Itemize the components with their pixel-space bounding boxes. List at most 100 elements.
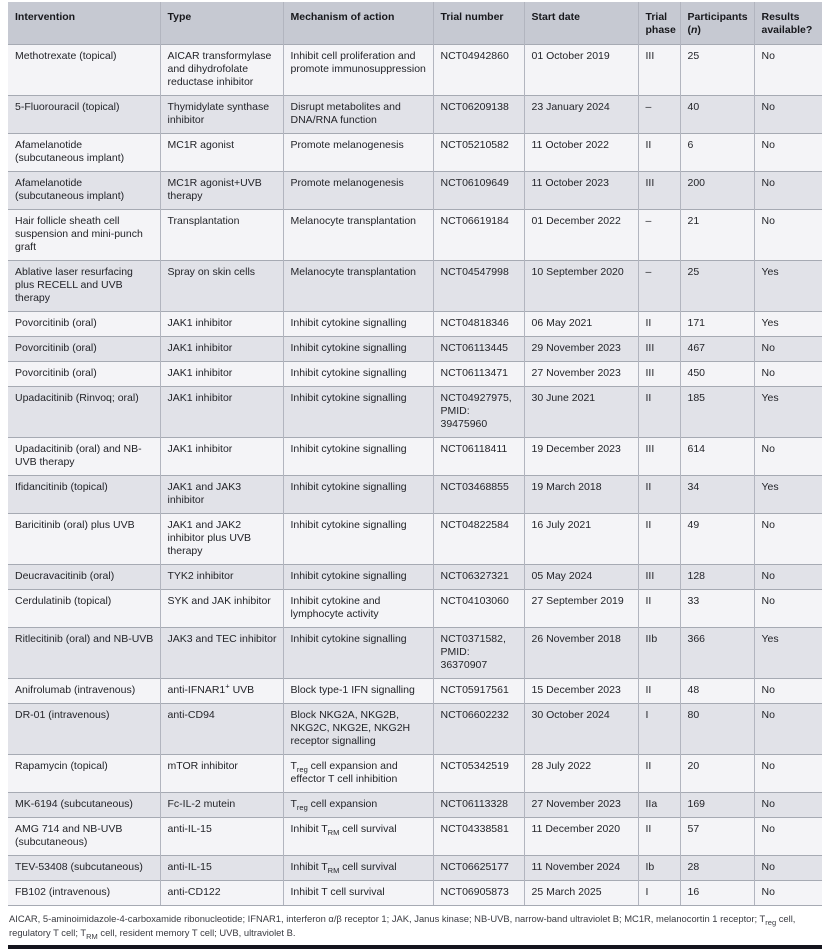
col-header-trial-number: Trial number xyxy=(432,2,524,45)
cell-results-available: No xyxy=(753,513,822,565)
cell-intervention: Deucravacitinib (oral) xyxy=(8,564,160,590)
cell-trial-phase: III xyxy=(637,44,680,96)
cell-trial-phase: III xyxy=(637,336,680,362)
cell-trial-phase: II xyxy=(637,513,680,565)
cell-trial-phase: II xyxy=(637,678,680,704)
cell-trial-number: NCT06327321 xyxy=(432,564,524,590)
cell-trial-phase: III xyxy=(637,361,680,387)
cell-mechanism: Treg cell expansion and effector T cell … xyxy=(282,754,433,793)
cell-trial-phase: III xyxy=(637,564,680,590)
cell-start-date: 30 October 2024 xyxy=(523,703,638,755)
table-row: TEV-53408 (subcutaneous) anti-IL-15 Inhi… xyxy=(8,855,822,881)
cell-trial-phase: IIb xyxy=(637,627,680,679)
cell-trial-number: NCT04822584 xyxy=(432,513,524,565)
cell-start-date: 25 March 2025 xyxy=(523,880,638,905)
table-bottom-rule xyxy=(8,945,822,949)
cell-trial-phase: II xyxy=(637,589,680,628)
cell-type: Thymidylate synthase inhibitor xyxy=(159,95,283,134)
cell-type: anti-IL-15 xyxy=(159,817,283,856)
cell-trial-phase: III xyxy=(637,171,680,210)
cell-type: JAK1 inhibitor xyxy=(159,361,283,387)
cell-start-date: 27 November 2023 xyxy=(523,792,638,818)
table-row: Baricitinib (oral) plus UVB JAK1 and JAK… xyxy=(8,513,822,565)
cell-type: JAK1 inhibitor xyxy=(159,386,283,438)
table-row: MK-6194 (subcutaneous) Fc-IL-2 mutein Tr… xyxy=(8,792,822,818)
table-row: 5-Fluorouracil (topical) Thymidylate syn… xyxy=(8,95,822,134)
cell-participants: 185 xyxy=(679,386,754,438)
cell-mechanism: Disrupt metabolites and DNA/RNA function xyxy=(282,95,433,134)
cell-participants: 20 xyxy=(679,754,754,793)
table-row: Povorcitinib (oral) JAK1 inhibitor Inhib… xyxy=(8,311,822,337)
cell-type: MC1R agonist xyxy=(159,133,283,172)
cell-intervention: Rapamycin (topical) xyxy=(8,754,160,793)
table-row: Afamelanotide (subcutaneous implant) MC1… xyxy=(8,171,822,210)
cell-mechanism: Inhibit cell proliferation and promote i… xyxy=(282,44,433,96)
cell-results-available: No xyxy=(753,703,822,755)
cell-trial-phase: II xyxy=(637,133,680,172)
cell-type: Fc-IL-2 mutein xyxy=(159,792,283,818)
cell-intervention: Upadacitinib (oral) and NB-UVB therapy xyxy=(8,437,160,476)
cell-type: JAK1 inhibitor xyxy=(159,336,283,362)
cell-participants: 21 xyxy=(679,209,754,261)
cell-mechanism: Promote melanogenesis xyxy=(282,133,433,172)
cell-participants: 450 xyxy=(679,361,754,387)
cell-type: mTOR inhibitor xyxy=(159,754,283,793)
cell-results-available: No xyxy=(753,564,822,590)
table-row: Upadacitinib (Rinvoq; oral) JAK1 inhibit… xyxy=(8,386,822,438)
cell-start-date: 06 May 2021 xyxy=(523,311,638,337)
cell-participants: 171 xyxy=(679,311,754,337)
cell-trial-number: NCT04927975, PMID: 39475960 xyxy=(432,386,524,438)
header-row: Intervention Type Mechanism of action Tr… xyxy=(8,2,822,45)
cell-participants: 614 xyxy=(679,437,754,476)
table-body: Methotrexate (topical) AICAR transformyl… xyxy=(8,44,822,905)
cell-intervention: Povorcitinib (oral) xyxy=(8,361,160,387)
cell-type: anti-IL-15 xyxy=(159,855,283,881)
table-row: Upadacitinib (oral) and NB-UVB therapy J… xyxy=(8,437,822,476)
cell-mechanism: Inhibit TRM cell survival xyxy=(282,817,433,856)
cell-mechanism: Inhibit cytokine signalling xyxy=(282,311,433,337)
cell-participants: 6 xyxy=(679,133,754,172)
cell-results-available: No xyxy=(753,336,822,362)
cell-trial-number: NCT04547998 xyxy=(432,260,524,312)
cell-type: anti-IFNAR1+ UVB xyxy=(159,678,283,704)
cell-trial-phase: – xyxy=(637,95,680,134)
cell-start-date: 30 June 2021 xyxy=(523,386,638,438)
cell-participants: 80 xyxy=(679,703,754,755)
cell-start-date: 11 December 2020 xyxy=(523,817,638,856)
table-row: Rapamycin (topical) mTOR inhibitor Treg … xyxy=(8,754,822,793)
cell-trial-phase: Ib xyxy=(637,855,680,881)
cell-intervention: 5-Fluorouracil (topical) xyxy=(8,95,160,134)
cell-intervention: Cerdulatinib (topical) xyxy=(8,589,160,628)
cell-results-available: No xyxy=(753,678,822,704)
col-header-mechanism: Mechanism of action xyxy=(282,2,433,45)
cell-start-date: 27 September 2019 xyxy=(523,589,638,628)
cell-type: anti-CD94 xyxy=(159,703,283,755)
cell-type: JAK1 inhibitor xyxy=(159,311,283,337)
cell-trial-phase: II xyxy=(637,817,680,856)
cell-intervention: FB102 (intravenous) xyxy=(8,880,160,905)
cell-results-available: Yes xyxy=(753,260,822,312)
cell-mechanism: Inhibit cytokine signalling xyxy=(282,336,433,362)
cell-trial-number: NCT06113328 xyxy=(432,792,524,818)
cell-trial-number: NCT06625177 xyxy=(432,855,524,881)
cell-type: JAK1 and JAK2 inhibitor plus UVB therapy xyxy=(159,513,283,565)
cell-start-date: 11 October 2022 xyxy=(523,133,638,172)
cell-trial-number: NCT05917561 xyxy=(432,678,524,704)
cell-trial-phase: II xyxy=(637,311,680,337)
cell-participants: 34 xyxy=(679,475,754,514)
cell-trial-number: NCT06109649 xyxy=(432,171,524,210)
cell-intervention: Hair follicle sheath cell suspension and… xyxy=(8,209,160,261)
cell-mechanism: Treg cell expansion xyxy=(282,792,433,818)
cell-trial-number: NCT04942860 xyxy=(432,44,524,96)
cell-participants: 40 xyxy=(679,95,754,134)
cell-intervention: Methotrexate (topical) xyxy=(8,44,160,96)
cell-participants: 49 xyxy=(679,513,754,565)
cell-type: SYK and JAK inhibitor xyxy=(159,589,283,628)
cell-trial-phase: – xyxy=(637,209,680,261)
cell-mechanism: Inhibit cytokine signalling xyxy=(282,513,433,565)
table-row: Afamelanotide (subcutaneous implant) MC1… xyxy=(8,133,822,172)
cell-results-available: No xyxy=(753,589,822,628)
table-row: Ritlecitinib (oral) and NB-UVB JAK3 and … xyxy=(8,627,822,679)
cell-start-date: 28 July 2022 xyxy=(523,754,638,793)
cell-trial-phase: I xyxy=(637,880,680,905)
